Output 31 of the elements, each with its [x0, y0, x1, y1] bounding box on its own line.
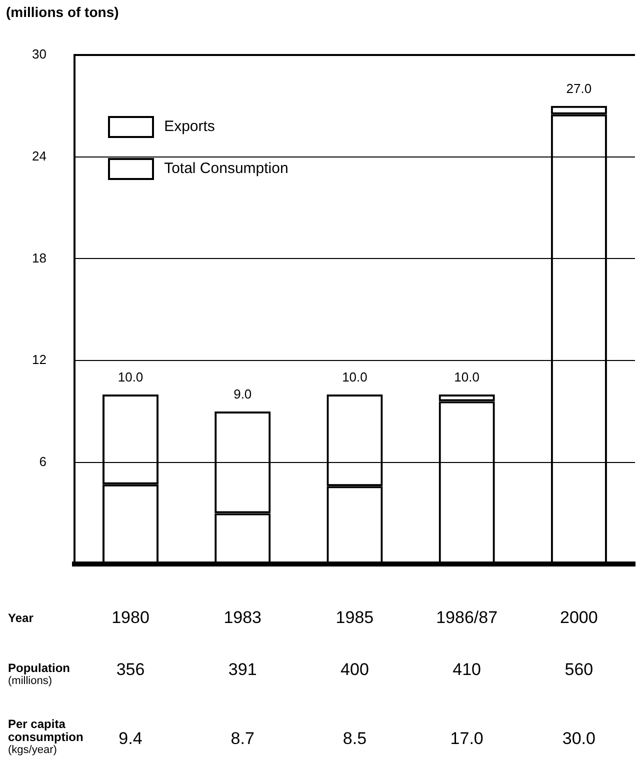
text: 8.5 [342, 729, 368, 749]
x-tick-label: 1980 [110, 608, 150, 628]
total-label: 9.0 [234, 386, 252, 402]
x-tick-label: 1986/87 [435, 608, 499, 628]
text: 30.0 [561, 729, 596, 749]
text: 400 [340, 660, 370, 680]
x-tick-label: 2000 [559, 608, 599, 628]
text: 560 [564, 660, 594, 680]
text: Per capita consumption (kgs/year) [8, 717, 84, 757]
y-tick-label: 24 [32, 148, 46, 164]
legend-label: Exports [164, 118, 215, 136]
total-label: 10.0 [342, 370, 368, 385]
total-label: 10.0 [118, 370, 144, 385]
text: Year [8, 611, 34, 625]
y-tick-label: 12 [32, 352, 46, 368]
text: 8.7 [230, 729, 256, 749]
text: 410 [452, 660, 482, 680]
legend-label: Total Consumption [164, 160, 288, 178]
y-tick-label: 30 [32, 46, 46, 62]
text: 356 [115, 660, 146, 680]
text: Population (millions) [8, 661, 70, 688]
x-tick-label: 1985 [334, 608, 375, 628]
total-label: 10.0 [454, 370, 480, 385]
y-axis-title: (millions of tons) [6, 4, 119, 20]
y-tick-label: 6 [39, 454, 46, 469]
text: 9.4 [118, 729, 144, 749]
total-label: 27.0 [566, 81, 592, 96]
y-tick-label: 18 [32, 250, 46, 266]
x-tick-label: 1983 [222, 608, 263, 628]
text: 17.0 [449, 729, 484, 749]
text: 391 [227, 660, 258, 680]
